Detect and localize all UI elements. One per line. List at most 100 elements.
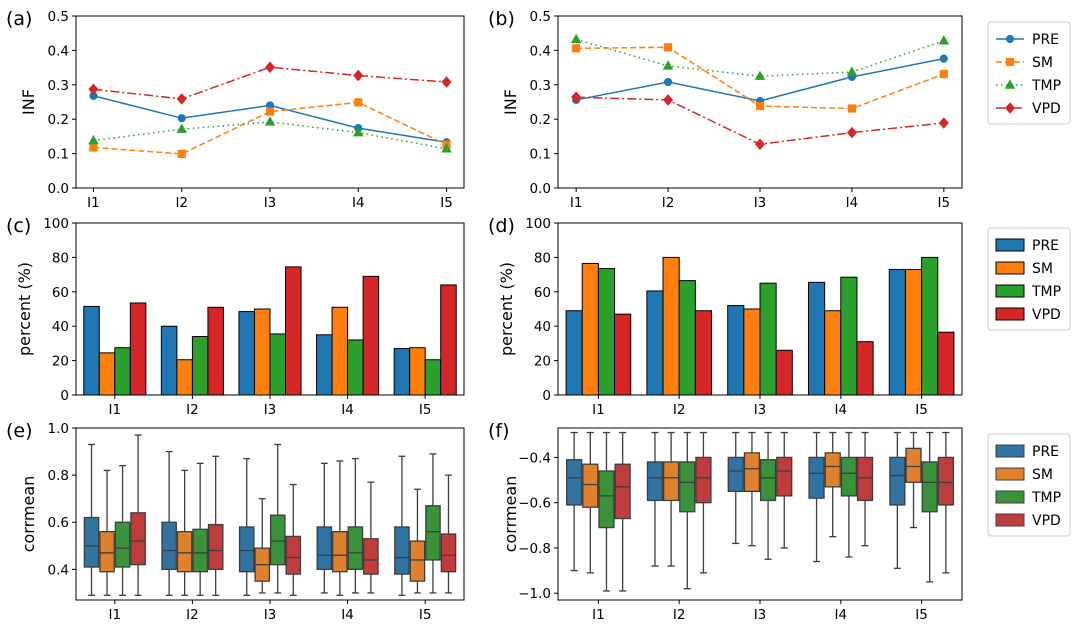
axes-frame-d bbox=[557, 222, 963, 396]
x-tick-label: I1 bbox=[109, 607, 122, 623]
box-iqr bbox=[856, 456, 874, 502]
box-iqr bbox=[192, 528, 208, 573]
bar-tmp bbox=[597, 268, 616, 396]
bar-tmp bbox=[678, 280, 696, 396]
point-vpd bbox=[663, 94, 674, 106]
box-pre bbox=[161, 450, 177, 596]
point-vpd bbox=[264, 61, 276, 74]
bar-vpd bbox=[129, 302, 147, 396]
series-line-tmp bbox=[93, 121, 447, 150]
box-iqr bbox=[598, 470, 615, 529]
box-iqr bbox=[889, 456, 906, 506]
box-sm bbox=[824, 431, 841, 538]
y-tick-label: 0.4 bbox=[48, 562, 69, 578]
bar-pre bbox=[393, 348, 411, 396]
point-tmp bbox=[570, 33, 582, 44]
bar-vpd bbox=[614, 313, 632, 396]
x-tick-label: I5 bbox=[938, 195, 951, 211]
y-tick-label: −0.6 bbox=[518, 496, 551, 512]
bar-sm bbox=[743, 308, 761, 396]
box-iqr bbox=[808, 456, 825, 499]
legend-f: PRE SM TMP VPD bbox=[987, 433, 1071, 537]
x-tick-label: I4 bbox=[835, 607, 848, 623]
ylabel-d: percent (%) bbox=[497, 262, 516, 356]
series-line-sm bbox=[93, 101, 447, 155]
box-vpd bbox=[776, 431, 793, 549]
bar-pre bbox=[888, 268, 906, 396]
y-tick-label: 40 bbox=[52, 319, 69, 335]
legend-d: PRE SM TMP VPD bbox=[987, 227, 1071, 331]
x-tick-label: I4 bbox=[835, 402, 848, 418]
box-iqr bbox=[316, 526, 333, 571]
box-iqr bbox=[83, 516, 100, 568]
x-tick-label: I2 bbox=[673, 607, 686, 623]
legend-swatch-pre bbox=[995, 444, 1025, 458]
x-tick-label: I2 bbox=[186, 402, 199, 418]
box-tmp bbox=[192, 462, 208, 596]
y-tick-label: 0.8 bbox=[48, 468, 69, 484]
box-pre bbox=[394, 455, 410, 596]
bar-pre bbox=[238, 311, 255, 396]
bar-tmp bbox=[921, 256, 939, 396]
legend-frame bbox=[987, 227, 1071, 331]
box-iqr bbox=[285, 535, 302, 575]
box-iqr bbox=[905, 447, 922, 483]
y-tick-label: 100 bbox=[43, 216, 69, 232]
box-iqr bbox=[937, 456, 954, 506]
box-sm bbox=[409, 488, 426, 594]
box-pre bbox=[727, 431, 744, 545]
box-tmp bbox=[425, 453, 441, 594]
y-tick-label: 80 bbox=[52, 250, 69, 266]
panel-label-b: (b) bbox=[488, 8, 515, 30]
box-iqr bbox=[425, 505, 441, 561]
legend-frame bbox=[987, 21, 1071, 125]
y-tick-label: 100 bbox=[525, 216, 551, 232]
legend-swatch-tmp bbox=[995, 284, 1025, 298]
box-tmp bbox=[598, 431, 615, 592]
box-vpd bbox=[130, 434, 146, 596]
box-iqr bbox=[99, 531, 115, 573]
box-sm bbox=[743, 431, 761, 547]
y-tick-label: 0.5 bbox=[530, 9, 551, 25]
ylabel-a: INF bbox=[19, 89, 38, 115]
x-tick-label: I3 bbox=[264, 195, 277, 211]
box-pre bbox=[889, 431, 906, 569]
x-tick-label: I5 bbox=[419, 402, 432, 418]
ylabel-f: corrmean bbox=[501, 476, 520, 553]
bar-pre bbox=[727, 305, 745, 396]
point-sm bbox=[89, 143, 98, 152]
box-vpd bbox=[937, 431, 954, 574]
point-vpd bbox=[353, 69, 364, 82]
bar-pre bbox=[807, 281, 826, 396]
legend-label-pre: PRE bbox=[1032, 32, 1059, 48]
x-tick-label: I3 bbox=[264, 402, 277, 418]
axes-frame-c bbox=[75, 222, 465, 396]
point-tmp bbox=[176, 123, 187, 133]
legend-swatch-vpd bbox=[995, 513, 1025, 527]
legend-label-tmp: TMP bbox=[1031, 284, 1061, 300]
box-iqr bbox=[840, 456, 858, 497]
bar-vpd bbox=[207, 306, 224, 396]
box-tmp bbox=[679, 431, 696, 590]
legend-label-vpd: VPD bbox=[1032, 513, 1061, 529]
x-tick-label: I1 bbox=[109, 402, 122, 418]
bar-sm bbox=[824, 310, 842, 396]
box-pre bbox=[646, 431, 664, 567]
bar-tmp bbox=[114, 347, 131, 396]
panel-b: (b) INF 0.0 0.1 0.2 0.3 0.4 0.5 I1 I2 I3 I4 I5 PRE SM T… bbox=[488, 8, 1071, 211]
box-sm bbox=[99, 469, 115, 596]
bar-sm bbox=[409, 347, 426, 396]
point-vpd bbox=[754, 138, 766, 151]
box-pre bbox=[566, 431, 583, 572]
box-tmp bbox=[840, 431, 858, 558]
x-tick-label: I2 bbox=[186, 607, 199, 623]
box-iqr bbox=[238, 526, 255, 573]
bar-sm bbox=[581, 262, 599, 396]
x-tick-label: I2 bbox=[673, 402, 686, 418]
point-tmp bbox=[662, 60, 674, 70]
point-vpd bbox=[88, 83, 99, 96]
legend-label-pre: PRE bbox=[1032, 444, 1059, 460]
bar-sm bbox=[662, 256, 680, 396]
y-tick-label: 80 bbox=[534, 250, 551, 266]
